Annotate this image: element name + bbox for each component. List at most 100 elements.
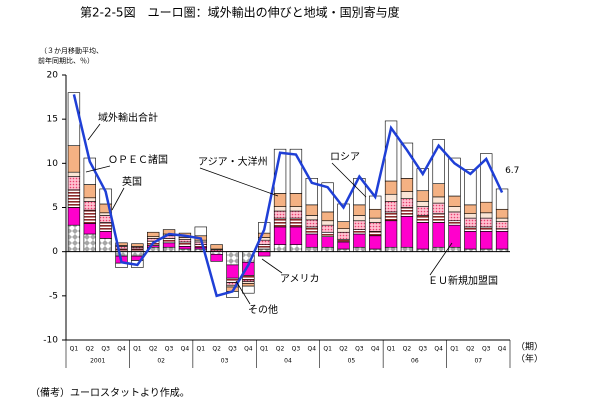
bar-segment: [369, 235, 382, 250]
x-tick-label: Q4: [371, 346, 380, 353]
bar-segment: [495, 231, 509, 250]
bar-segment: [432, 246, 445, 252]
bar-segment: [242, 285, 255, 294]
bar-segment: [337, 241, 350, 250]
bar-segment: [258, 251, 271, 257]
annotation: ＥＵ新規加盟国: [428, 274, 498, 287]
value-label: 6.7: [505, 166, 519, 176]
bar-segment: [400, 207, 414, 217]
bar-segment: [242, 275, 255, 281]
x-tick-label: Q1: [70, 346, 79, 353]
annotation-arrow: [261, 258, 283, 274]
x-tick-label: Q3: [419, 346, 428, 353]
x-tick-label: Q4: [308, 346, 317, 353]
annotation-arrow: [429, 242, 453, 276]
bar-segment: [67, 176, 81, 191]
bar-segment: [384, 201, 398, 213]
annotation: ロシア: [330, 152, 360, 163]
bar-segment: [400, 198, 414, 208]
bar-segment: [321, 220, 334, 226]
bar-segment: [321, 224, 334, 233]
y-tick-label: 10: [47, 159, 59, 169]
bar-segment: [495, 221, 509, 229]
bar-segment: [448, 157, 461, 197]
bar-segment: [480, 226, 493, 232]
bar-segment: [448, 206, 461, 213]
bar-segment: [353, 215, 366, 222]
y-tick-label: -5: [49, 291, 58, 301]
y-note: （３か月移動平均、: [40, 46, 103, 55]
bar-segment: [83, 184, 96, 199]
x-tick-label: Q1: [387, 346, 396, 353]
bar-segment: [384, 220, 398, 248]
bar-segment: [273, 148, 287, 194]
bar-segment: [289, 210, 303, 219]
bar-segment: [416, 168, 429, 192]
bar-segment: [416, 222, 429, 250]
bar-segment: [83, 223, 96, 235]
bar-segment: [162, 246, 176, 252]
bar-segment: [416, 206, 429, 216]
bar-segment: [464, 217, 477, 228]
x-tick-label: Q3: [165, 346, 174, 353]
bar-segment: [480, 201, 493, 214]
bar-segment: [273, 210, 287, 219]
annotation: 域外輸出合計: [98, 111, 158, 124]
bar-segment: [194, 244, 207, 248]
bar-segment: [384, 193, 398, 202]
bar-segment: [67, 92, 81, 146]
bar-segment: [448, 211, 461, 222]
bar-segment: [353, 233, 366, 248]
x-tick-label: Q2: [339, 346, 348, 353]
bar-segment: [305, 178, 318, 206]
bar-segment: [305, 226, 318, 235]
bar-segment: [99, 238, 112, 252]
x-tick-label: Q3: [292, 346, 301, 353]
x-tick-label: Q2: [276, 346, 285, 353]
bar-segment: [83, 209, 96, 224]
bar-segment: [67, 145, 81, 173]
year-label: 04: [284, 358, 292, 365]
bar-segment: [337, 231, 350, 240]
bar-segment: [384, 246, 398, 252]
bar-segment: [495, 188, 509, 210]
bar-segment: [480, 153, 493, 203]
bar-segment: [99, 231, 112, 239]
annotation: その他: [248, 303, 278, 316]
year-label: 02: [157, 358, 165, 365]
bar-segment: [448, 224, 461, 248]
bar-segment: [369, 208, 382, 219]
bar-segment: [480, 217, 493, 228]
bar-segment: [289, 244, 303, 252]
source-note: （備考）ユーロスタットより作成。: [30, 386, 190, 399]
bar-segment: [321, 211, 334, 222]
bar-segment: [416, 201, 429, 207]
bar-segment: [432, 139, 445, 184]
annotation-arrow: [235, 280, 251, 305]
bar-segment: [432, 222, 445, 248]
bar-segment: [305, 219, 318, 228]
bar-segment: [464, 169, 477, 206]
bar-segment: [83, 197, 96, 202]
bar-segment: [321, 182, 334, 213]
bar-segment: [258, 244, 271, 250]
bar-segment: [353, 204, 366, 216]
x-tick-label: Q1: [450, 346, 459, 353]
bar-segment: [448, 246, 461, 252]
x-tick-label: Q2: [212, 346, 221, 353]
bar-segment: [369, 222, 382, 232]
bar-segment: [67, 224, 81, 252]
bar-segment: [273, 217, 287, 228]
annotation-arrow: [199, 167, 279, 197]
annotation: アジア・大洋州: [198, 155, 268, 168]
bar-segment: [273, 226, 287, 245]
x-tick-label: Q3: [482, 346, 491, 353]
x-tick-label: Q3: [101, 346, 110, 353]
bar-segment: [273, 244, 287, 252]
bar-segment: [337, 221, 350, 229]
bar-segment: [99, 215, 112, 223]
bar-segment: [432, 196, 445, 204]
bar-segment: [305, 246, 318, 252]
bar-segment: [289, 226, 303, 245]
